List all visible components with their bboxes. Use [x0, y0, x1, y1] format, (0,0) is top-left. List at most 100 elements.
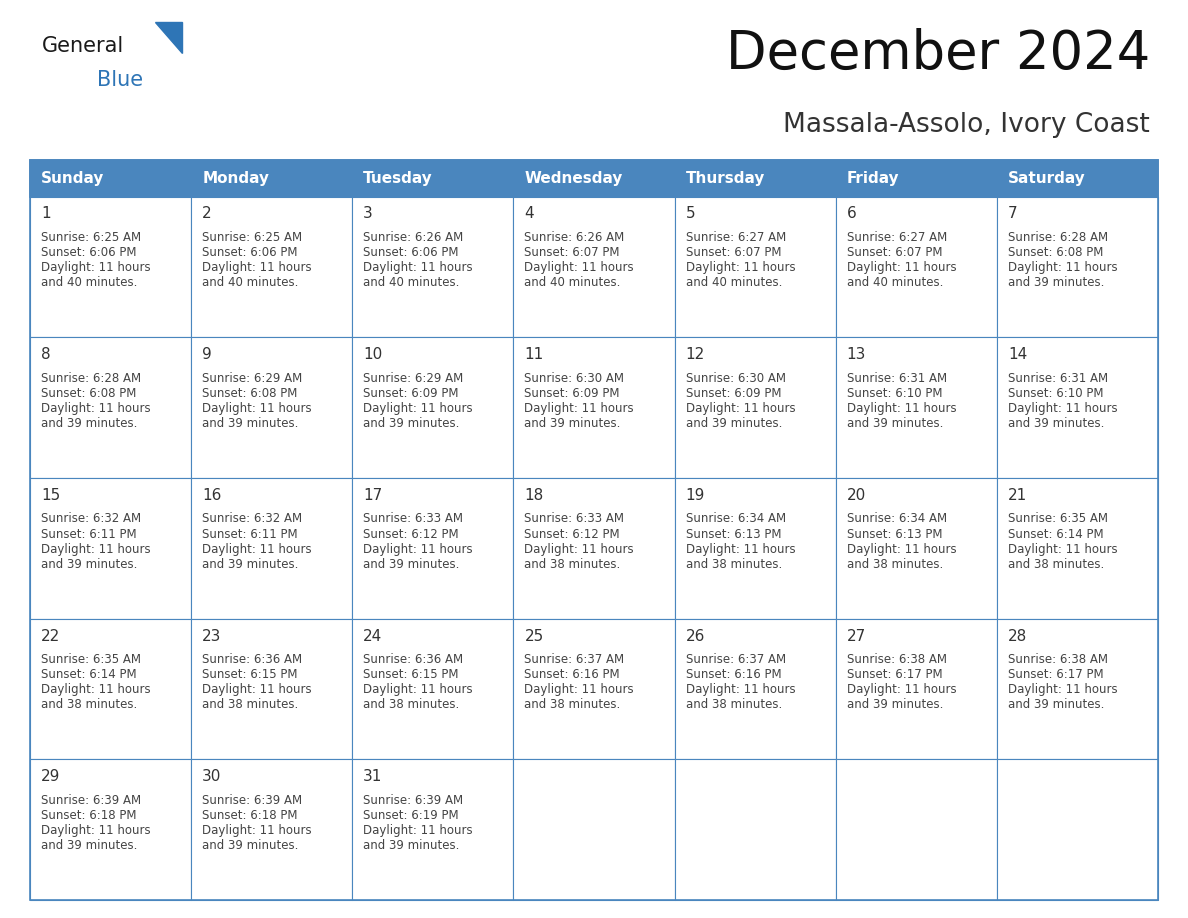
Bar: [997, 759, 1158, 900]
Text: Sunrise: 6:30 AM: Sunrise: 6:30 AM: [685, 372, 785, 385]
Text: 7: 7: [1007, 207, 1017, 221]
Text: Sunset: 6:18 PM: Sunset: 6:18 PM: [42, 809, 137, 822]
Bar: [191, 759, 353, 900]
Bar: [835, 759, 997, 900]
Bar: [30, 619, 191, 759]
Text: Sunset: 6:12 PM: Sunset: 6:12 PM: [524, 528, 620, 541]
Text: and 40 minutes.: and 40 minutes.: [847, 276, 943, 289]
Text: Sunset: 6:08 PM: Sunset: 6:08 PM: [42, 386, 137, 400]
Bar: [513, 196, 675, 337]
Text: 9: 9: [202, 347, 211, 363]
Text: Sunset: 6:10 PM: Sunset: 6:10 PM: [1007, 386, 1104, 400]
Bar: [191, 478, 353, 619]
Text: Sunset: 6:17 PM: Sunset: 6:17 PM: [847, 668, 942, 681]
Text: and 39 minutes.: and 39 minutes.: [847, 417, 943, 430]
Text: Sunday: Sunday: [42, 171, 105, 185]
Text: 1: 1: [42, 207, 51, 221]
Text: and 39 minutes.: and 39 minutes.: [524, 417, 621, 430]
Text: Saturday: Saturday: [1007, 171, 1086, 185]
Bar: [675, 196, 835, 337]
Text: Friday: Friday: [847, 171, 899, 185]
Text: 28: 28: [1007, 629, 1028, 644]
Text: Sunset: 6:06 PM: Sunset: 6:06 PM: [42, 246, 137, 259]
Text: Sunset: 6:16 PM: Sunset: 6:16 PM: [524, 668, 620, 681]
Text: 30: 30: [202, 769, 221, 784]
Text: Sunrise: 6:34 AM: Sunrise: 6:34 AM: [685, 512, 785, 525]
Text: and 38 minutes.: and 38 minutes.: [202, 699, 298, 711]
Text: Sunrise: 6:34 AM: Sunrise: 6:34 AM: [847, 512, 947, 525]
Text: Sunrise: 6:38 AM: Sunrise: 6:38 AM: [847, 653, 947, 666]
Bar: [30, 759, 191, 900]
Text: 8: 8: [42, 347, 51, 363]
Text: 29: 29: [42, 769, 61, 784]
Text: Daylight: 11 hours: Daylight: 11 hours: [524, 402, 634, 415]
Text: Daylight: 11 hours: Daylight: 11 hours: [42, 262, 151, 274]
Text: Daylight: 11 hours: Daylight: 11 hours: [524, 683, 634, 697]
Text: Daylight: 11 hours: Daylight: 11 hours: [524, 262, 634, 274]
Bar: [191, 337, 353, 478]
Text: Sunrise: 6:37 AM: Sunrise: 6:37 AM: [685, 653, 785, 666]
Text: Tuesday: Tuesday: [364, 171, 434, 185]
Text: Sunrise: 6:30 AM: Sunrise: 6:30 AM: [524, 372, 625, 385]
Text: and 38 minutes.: and 38 minutes.: [524, 699, 620, 711]
Bar: [353, 619, 513, 759]
Bar: [997, 337, 1158, 478]
Text: Daylight: 11 hours: Daylight: 11 hours: [847, 402, 956, 415]
Text: Sunset: 6:07 PM: Sunset: 6:07 PM: [847, 246, 942, 259]
Text: 23: 23: [202, 629, 221, 644]
Text: Daylight: 11 hours: Daylight: 11 hours: [364, 262, 473, 274]
Bar: [675, 337, 835, 478]
Text: and 39 minutes.: and 39 minutes.: [685, 417, 782, 430]
Bar: [30, 160, 1158, 196]
Text: and 39 minutes.: and 39 minutes.: [42, 839, 138, 852]
Text: 25: 25: [524, 629, 544, 644]
Bar: [353, 196, 513, 337]
Text: Daylight: 11 hours: Daylight: 11 hours: [685, 402, 795, 415]
Text: Sunset: 6:16 PM: Sunset: 6:16 PM: [685, 668, 782, 681]
Text: 20: 20: [847, 487, 866, 503]
Text: December 2024: December 2024: [726, 28, 1150, 80]
Text: and 40 minutes.: and 40 minutes.: [685, 276, 782, 289]
Text: Daylight: 11 hours: Daylight: 11 hours: [685, 543, 795, 555]
Text: 17: 17: [364, 487, 383, 503]
Text: Sunrise: 6:38 AM: Sunrise: 6:38 AM: [1007, 653, 1108, 666]
Text: Sunset: 6:17 PM: Sunset: 6:17 PM: [1007, 668, 1104, 681]
Text: Sunrise: 6:27 AM: Sunrise: 6:27 AM: [847, 231, 947, 244]
Text: and 38 minutes.: and 38 minutes.: [685, 699, 782, 711]
Text: Sunset: 6:11 PM: Sunset: 6:11 PM: [202, 528, 298, 541]
Bar: [675, 759, 835, 900]
Text: Sunrise: 6:29 AM: Sunrise: 6:29 AM: [202, 372, 303, 385]
Bar: [30, 196, 191, 337]
Text: Sunset: 6:12 PM: Sunset: 6:12 PM: [364, 528, 459, 541]
Text: Daylight: 11 hours: Daylight: 11 hours: [202, 824, 311, 837]
Bar: [513, 160, 675, 196]
Bar: [835, 196, 997, 337]
Text: Daylight: 11 hours: Daylight: 11 hours: [364, 543, 473, 555]
Text: Sunrise: 6:32 AM: Sunrise: 6:32 AM: [202, 512, 302, 525]
Text: Sunset: 6:13 PM: Sunset: 6:13 PM: [685, 528, 781, 541]
Text: Daylight: 11 hours: Daylight: 11 hours: [42, 824, 151, 837]
Text: and 39 minutes.: and 39 minutes.: [364, 558, 460, 571]
Text: Sunrise: 6:25 AM: Sunrise: 6:25 AM: [202, 231, 302, 244]
Bar: [675, 478, 835, 619]
Text: and 40 minutes.: and 40 minutes.: [524, 276, 621, 289]
Bar: [353, 337, 513, 478]
Text: and 39 minutes.: and 39 minutes.: [364, 839, 460, 852]
Text: and 39 minutes.: and 39 minutes.: [42, 417, 138, 430]
Bar: [675, 160, 835, 196]
Bar: [997, 160, 1158, 196]
Text: Sunrise: 6:37 AM: Sunrise: 6:37 AM: [524, 653, 625, 666]
Bar: [997, 478, 1158, 619]
Text: Sunrise: 6:32 AM: Sunrise: 6:32 AM: [42, 512, 141, 525]
Text: 31: 31: [364, 769, 383, 784]
Text: and 39 minutes.: and 39 minutes.: [1007, 276, 1104, 289]
Text: and 38 minutes.: and 38 minutes.: [685, 558, 782, 571]
Text: Sunset: 6:15 PM: Sunset: 6:15 PM: [364, 668, 459, 681]
Text: 14: 14: [1007, 347, 1028, 363]
Text: 10: 10: [364, 347, 383, 363]
Text: Sunrise: 6:39 AM: Sunrise: 6:39 AM: [364, 794, 463, 807]
Bar: [353, 759, 513, 900]
Text: Sunset: 6:18 PM: Sunset: 6:18 PM: [202, 809, 298, 822]
Text: Sunset: 6:13 PM: Sunset: 6:13 PM: [847, 528, 942, 541]
Text: 12: 12: [685, 347, 704, 363]
